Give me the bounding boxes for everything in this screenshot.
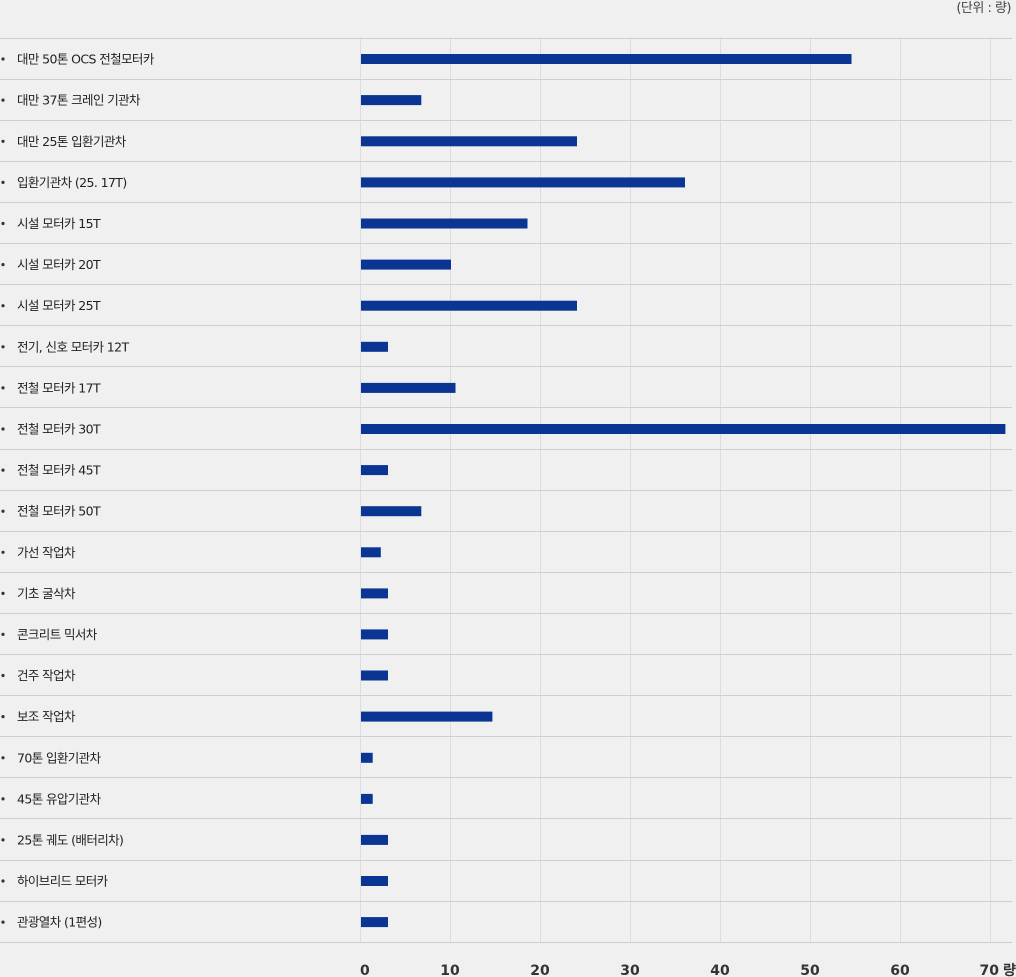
bullet-icon <box>1 715 5 719</box>
bullet-icon <box>1 591 5 596</box>
x-tick-70: 70 <box>980 963 1000 977</box>
category-label-17: 보조 작업차 <box>17 709 76 724</box>
bars <box>361 54 1006 928</box>
bullet-icon <box>1 632 5 637</box>
bar-18 <box>361 752 373 763</box>
bullet-icon <box>1 139 5 143</box>
x-tick-10: 10 <box>440 963 460 977</box>
bar-7 <box>361 300 577 311</box>
x-tick-30: 30 <box>620 963 640 977</box>
bar-9 <box>361 382 456 393</box>
bullet-icon <box>1 550 5 554</box>
category-label-20: 25톤 궤도 (배터리차) <box>17 832 123 847</box>
bar-12 <box>361 506 422 517</box>
x-tick-20: 20 <box>530 963 550 977</box>
bullet-icon <box>1 509 5 513</box>
category-label-9: 전철 모터카 17T <box>17 380 101 395</box>
bar-19 <box>361 793 373 804</box>
category-label-16: 건주 작업차 <box>17 668 76 683</box>
bullet-icon <box>1 838 5 842</box>
bar-13 <box>361 547 381 558</box>
bullet-icon <box>1 427 5 431</box>
bullet-icon <box>1 468 5 472</box>
bullet-icon <box>1 386 5 390</box>
row-dividers <box>0 38 1012 943</box>
bullet-icon <box>1 879 5 883</box>
category-label-2: 대만 37톤 크레인 기관차 <box>17 93 141 108</box>
category-label-19: 45톤 유압기관차 <box>17 791 102 806</box>
x-tick-50: 50 <box>800 963 820 977</box>
grid-lines <box>360 37 991 942</box>
category-label-14: 기초 굴삭차 <box>17 586 76 601</box>
bar-14 <box>361 588 388 599</box>
bar-6 <box>361 259 451 270</box>
category-label-1: 대만 50톤 OCS 전철모터카 <box>17 52 155 67</box>
bullet-icon <box>1 797 5 801</box>
bullet-icon <box>1 756 5 760</box>
x-axis-unit-label: 량 <box>1003 963 1016 977</box>
category-label-7: 시설 모터카 25T <box>17 298 101 313</box>
bar-1 <box>361 54 852 64</box>
bar-2 <box>361 95 422 106</box>
category-label-5: 시설 모터카 15T <box>17 216 101 231</box>
bullet-icon <box>1 920 5 924</box>
bar-17 <box>361 711 493 722</box>
category-label-21: 하이브리드 모터카 <box>17 874 109 889</box>
category-label-8: 전기, 신호 모터카 12T <box>17 339 129 354</box>
x-tick-0: 0 <box>360 963 370 977</box>
category-label-4: 입환기관차 (25. 17T) <box>17 175 127 190</box>
bar-8 <box>361 341 388 352</box>
bar-3 <box>361 136 577 147</box>
category-label-12: 전철 모터카 50T <box>17 504 101 519</box>
category-label-15: 콘크리트 믹서차 <box>17 627 98 642</box>
unit-label: (단위 : 량) <box>956 1 1011 16</box>
bullet-icon <box>1 263 5 267</box>
category-label-13: 가선 작업차 <box>17 545 76 560</box>
category-label-11: 전철 모터카 45T <box>17 463 101 478</box>
bar-11 <box>361 465 388 476</box>
bar-16 <box>361 670 388 681</box>
category-label-22: 관광열차 (1편성) <box>17 915 102 930</box>
bar-10 <box>361 424 1006 434</box>
bar-21 <box>361 876 388 886</box>
category-label-3: 대만 25톤 입환기관차 <box>17 134 127 149</box>
bullet-icon <box>1 304 5 308</box>
bullet-icon <box>1 57 5 61</box>
bullet-icon <box>1 345 5 349</box>
bullet-icon <box>1 180 5 184</box>
x-tick-40: 40 <box>710 963 730 977</box>
bar-22 <box>361 917 388 928</box>
bar-4 <box>361 177 685 188</box>
x-axis-ticks: 0 10 20 30 40 50 60 70 <box>360 963 999 977</box>
category-label-6: 시설 모터카 20T <box>17 257 101 272</box>
bar-15 <box>361 629 388 640</box>
bar-5 <box>361 218 528 229</box>
category-label-18: 70톤 입환기관차 <box>17 750 102 765</box>
bullet-icon <box>1 673 5 678</box>
category-label-10: 전철 모터카 30T <box>17 422 101 437</box>
bullet-icon <box>1 221 5 226</box>
bullet-icon <box>1 98 5 102</box>
bar-20 <box>361 834 388 845</box>
x-tick-60: 60 <box>890 963 910 977</box>
